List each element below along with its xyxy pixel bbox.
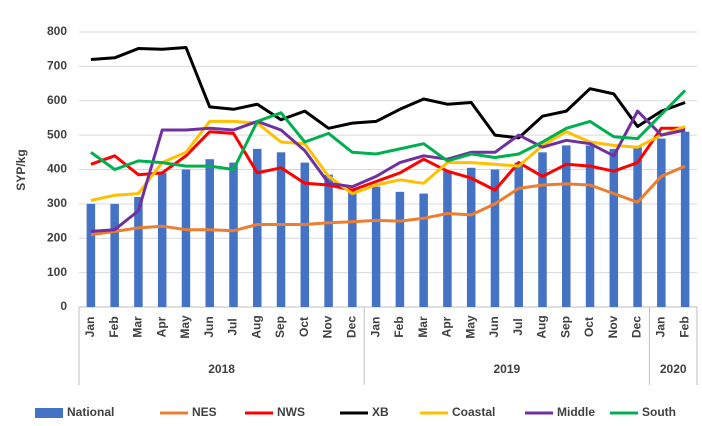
x-tick-label: Jul: [226, 318, 240, 335]
bar: [324, 174, 333, 307]
bar: [205, 159, 214, 307]
bar: [680, 131, 690, 307]
bar: [253, 148, 262, 307]
legend-label: Coastal: [452, 405, 495, 419]
x-tick-label: Jan: [654, 317, 668, 338]
x-tick-label: Sep: [558, 316, 572, 338]
y-tick-label: 300: [47, 196, 67, 210]
bar: [609, 148, 619, 307]
legend-label: Middle: [557, 405, 595, 419]
x-tick-label: May: [463, 315, 477, 339]
legend-label: NWS: [277, 405, 305, 419]
x-tick-label: Feb: [677, 316, 691, 337]
legend-label: National: [67, 405, 114, 419]
y-tick-label: 200: [47, 230, 67, 244]
bar: [110, 203, 119, 307]
bar: [443, 171, 452, 307]
x-tick-label: Nov: [606, 315, 620, 338]
x-tick-label: Mar: [131, 316, 145, 338]
bar: [585, 145, 595, 307]
bar: [562, 145, 571, 307]
y-axis-label: SYP/kg: [14, 149, 28, 190]
x-tick-label: Jul: [511, 318, 525, 335]
line: [90, 89, 687, 171]
bar: [633, 147, 642, 307]
bar: [276, 152, 286, 307]
x-tick-label: Feb: [107, 316, 121, 337]
group-label: 2018: [208, 362, 235, 376]
x-tick-label: Dec: [345, 316, 359, 338]
line: [90, 126, 686, 192]
bar: [490, 169, 500, 307]
bar: [229, 162, 238, 307]
line: [90, 119, 686, 202]
bar: [657, 138, 666, 307]
y-tick-label: 500: [47, 127, 67, 141]
x-tick-label: Apr: [154, 316, 168, 337]
x-tick-label: Dec: [630, 316, 644, 338]
y-tick-label: 700: [47, 59, 67, 73]
y-tick-label: 800: [47, 24, 67, 38]
x-tick-label: Sep: [273, 316, 287, 338]
y-tick-label: 600: [47, 93, 67, 107]
x-tick-label: Jan: [368, 317, 382, 338]
y-tick-label: 100: [47, 265, 67, 279]
x-tick-label: Apr: [440, 316, 454, 337]
bar: [348, 190, 357, 307]
x-tick-label: Jun: [487, 316, 501, 337]
y-tick-label: 400: [47, 162, 67, 176]
x-tick-label: Oct: [582, 317, 596, 337]
bar: [419, 193, 428, 307]
x-tick-label: Nov: [321, 315, 335, 338]
group-label: 2020: [660, 362, 687, 376]
line: [90, 164, 686, 237]
x-tick-label: Feb: [392, 316, 406, 337]
bar: [466, 167, 476, 307]
bar: [157, 172, 167, 307]
line: [90, 109, 686, 233]
x-tick-label: Mar: [416, 316, 430, 338]
x-tick-label: Aug: [249, 315, 263, 338]
bar: [181, 169, 191, 307]
x-tick-label: May: [178, 315, 192, 339]
x-tick-label: Jan: [83, 317, 97, 338]
y-tick-label: 0: [60, 299, 67, 313]
bar: [395, 191, 405, 307]
x-tick-label: Jun: [202, 316, 216, 337]
legend-swatch: [35, 408, 63, 418]
x-tick-label: Oct: [297, 317, 311, 337]
line: [90, 46, 686, 140]
bar: [86, 203, 96, 307]
group-label: 2019: [493, 362, 520, 376]
bar: [300, 162, 310, 307]
legend-label: South: [642, 405, 676, 419]
bar: [514, 162, 523, 307]
legend-label: NES: [192, 405, 217, 419]
legend-label: XB: [372, 405, 389, 419]
bar: [538, 152, 547, 307]
x-tick-label: Aug: [535, 315, 549, 338]
bar: [134, 197, 143, 307]
bar: [371, 186, 381, 307]
